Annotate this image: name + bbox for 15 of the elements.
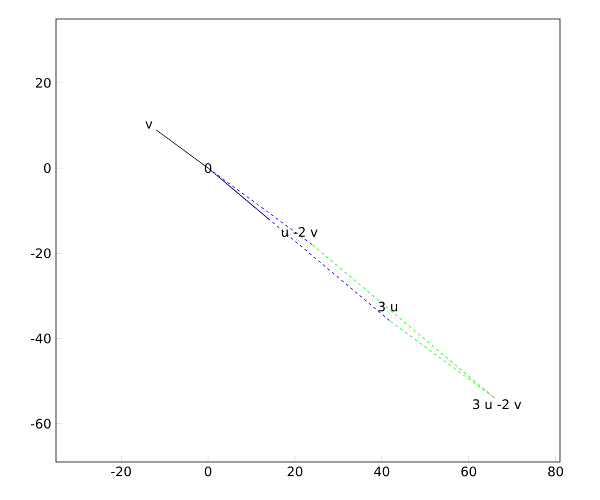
annotation: 3 u -2 v	[473, 399, 522, 410]
x-tick-label: 0	[204, 466, 212, 476]
x-tick-label: 60	[461, 466, 476, 476]
y-tick-label: 20	[36, 78, 51, 88]
x-tick-label: 20	[288, 466, 302, 476]
annotation: v	[145, 121, 152, 129]
x-tick-label: 80	[548, 466, 564, 476]
y-tick-label: -60	[30, 418, 51, 429]
y-tick-label: 0	[44, 163, 51, 173]
y-tick-label: -40	[30, 334, 51, 344]
x-tick-label: 40	[374, 466, 390, 476]
annotation: 3 u	[378, 302, 398, 312]
annotation: u -2 v	[282, 227, 318, 237]
x-tick-label: -20	[111, 466, 131, 476]
y-tick-label: -20	[30, 248, 51, 258]
